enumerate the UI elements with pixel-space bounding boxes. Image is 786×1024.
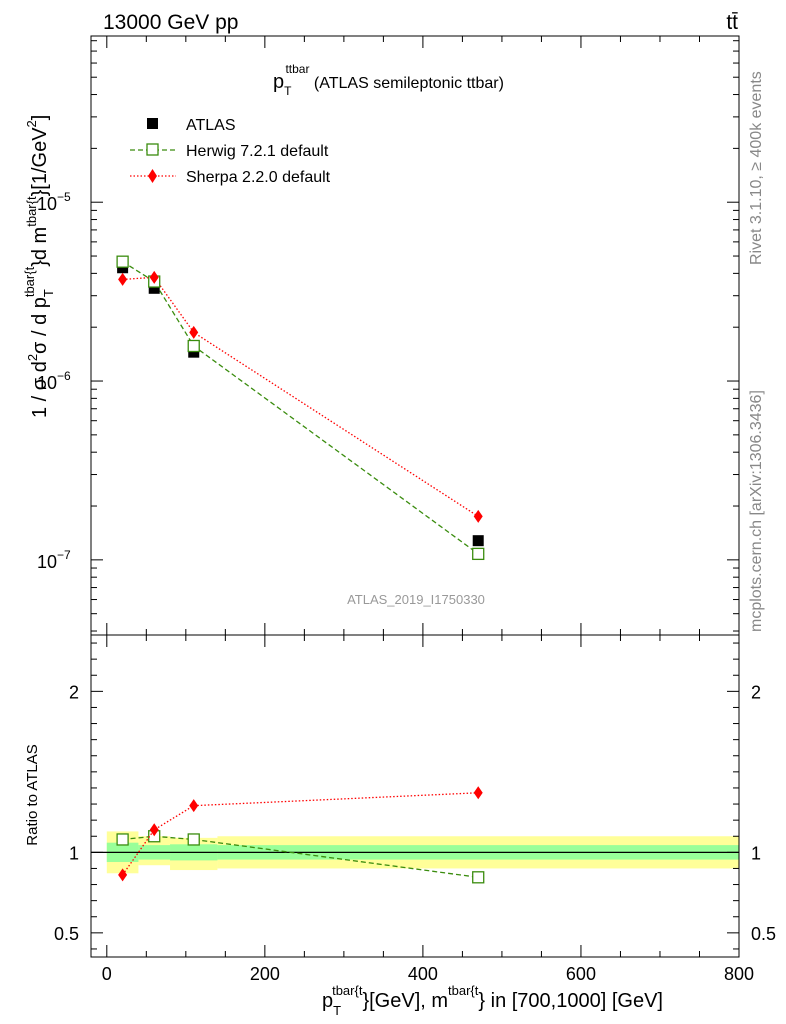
sherpa-ratio-point [473, 786, 483, 800]
header-right: tt̄ [726, 11, 738, 34]
herwig-line [122, 261, 479, 555]
ytick-exponent: −7 [57, 548, 71, 562]
chart-title: pTttbar (ATLAS semileptonic ttbar) [273, 62, 504, 98]
legend-label-sherpa: Sherpa 2.2.0 default [186, 169, 331, 186]
sherpa-line [122, 276, 479, 517]
sherpa-point [118, 272, 128, 286]
header-left: 13000 GeV pp [103, 11, 238, 34]
xlabel-mid: }[GeV], m [362, 990, 448, 1012]
ylabel-mid2: }d m [29, 227, 51, 267]
xtick-label-200: 200 [250, 964, 280, 984]
atlas-point [148, 282, 160, 294]
ratio-ylabel: Ratio to ATLAS [24, 744, 41, 845]
sherpa-point [189, 325, 199, 339]
ylabel-mid3: }[1/GeV [29, 127, 51, 197]
xlabel-sup1: tbar{t [332, 983, 363, 998]
ylabel-prefix: 1 / σ d [29, 361, 51, 418]
atlas-point [188, 346, 200, 358]
xtick-label-800: 800 [724, 964, 754, 984]
title-rest: (ATLAS semileptonic ttbar) [309, 75, 503, 92]
title-main: p [273, 71, 284, 93]
sherpa-ratio-point [189, 799, 199, 813]
xtick-label-0: 0 [102, 964, 112, 984]
herwig-ratio-point [187, 833, 200, 846]
herwig-point [472, 547, 485, 561]
ratio-panel [91, 635, 740, 957]
rivet-label: Rivet 3.1.10, ≥ 400k events [748, 71, 765, 265]
xlabel-sub: T [333, 1003, 341, 1018]
sherpa-point [473, 509, 483, 523]
title-sup: ttbar [285, 62, 309, 76]
legend-marker-sherpa [148, 169, 157, 183]
ratio-ytick-label-left: 2 [69, 682, 79, 702]
ratio-ytick-label-right: 0.5 [751, 924, 776, 944]
ylabel-sup4: 2 [24, 120, 39, 127]
legend-marker-atlas [147, 118, 158, 129]
herwig-ratio-point [116, 833, 129, 846]
sherpa-ratio-point [118, 868, 128, 882]
ytick-exponent: −5 [57, 190, 71, 204]
atlas-point [472, 535, 484, 547]
ratio-frame [90, 634, 740, 958]
legend-label-herwig: Herwig 7.2.1 default [186, 143, 329, 160]
ratio-ytick-label-left: 1 [69, 843, 79, 863]
ratio-ytick-label-right: 2 [751, 682, 761, 702]
ratio-ytick-label-left: 0.5 [54, 924, 79, 944]
ylabel-mid1: σ / d p [29, 297, 51, 354]
ytick-exponent: −6 [57, 369, 71, 383]
legend-label-atlas: ATLAS [186, 117, 236, 134]
ratio-ytick-label-right: 1 [751, 843, 761, 863]
xtick-label-400: 400 [408, 964, 438, 984]
analysis-tag: ATLAS_2019_I1750330 [347, 592, 485, 607]
main-ytick-label: 10−6 [37, 369, 71, 393]
title-sub: T [284, 84, 292, 98]
herwig-point [116, 255, 129, 268]
main-ytick-label: 10−5 [37, 190, 71, 214]
main-panel [91, 36, 740, 635]
ytick-base: 10 [37, 552, 57, 572]
xlabel-sup2: tbar{t [448, 983, 479, 998]
xlabel-p: p [322, 990, 333, 1012]
ylabel-end: ] [29, 115, 51, 121]
ylabel-sup1: 2 [25, 354, 40, 361]
xtick-label-600: 600 [566, 964, 596, 984]
main-ylabel: 1 / σ d2σ / d pTtbar{t}d mtbar{t}[1/GeV2… [22, 115, 56, 418]
legend-marker-herwig [146, 143, 159, 156]
ylabel-sup2: tbar{t [22, 266, 37, 297]
xlabel-end: } in [700,1000] [GeV] [478, 990, 663, 1012]
mcplots-label: mcplots.cern.ch [arXiv:1306.3436] [748, 390, 765, 632]
ylabel-sub1: T [41, 289, 56, 297]
herwig-ratio-line [122, 835, 479, 878]
herwig-point [187, 339, 200, 353]
ytick-base: 10 [37, 194, 57, 214]
ytick-base: 10 [37, 373, 57, 393]
herwig-ratio-point [472, 871, 485, 884]
main-ytick-label: 10−7 [37, 548, 71, 572]
xlabel: pTtbar{t}[GeV], mtbar{t} in [700,1000] [… [322, 983, 663, 1018]
legend: ATLAS Herwig 7.2.1 default Sherpa 2.2.0 … [130, 117, 331, 186]
ylabel-sup3: tbar{t [24, 196, 39, 227]
sherpa-ratio-point [149, 823, 159, 837]
sherpa-point [149, 270, 159, 284]
sherpa-ratio-line [122, 792, 479, 876]
